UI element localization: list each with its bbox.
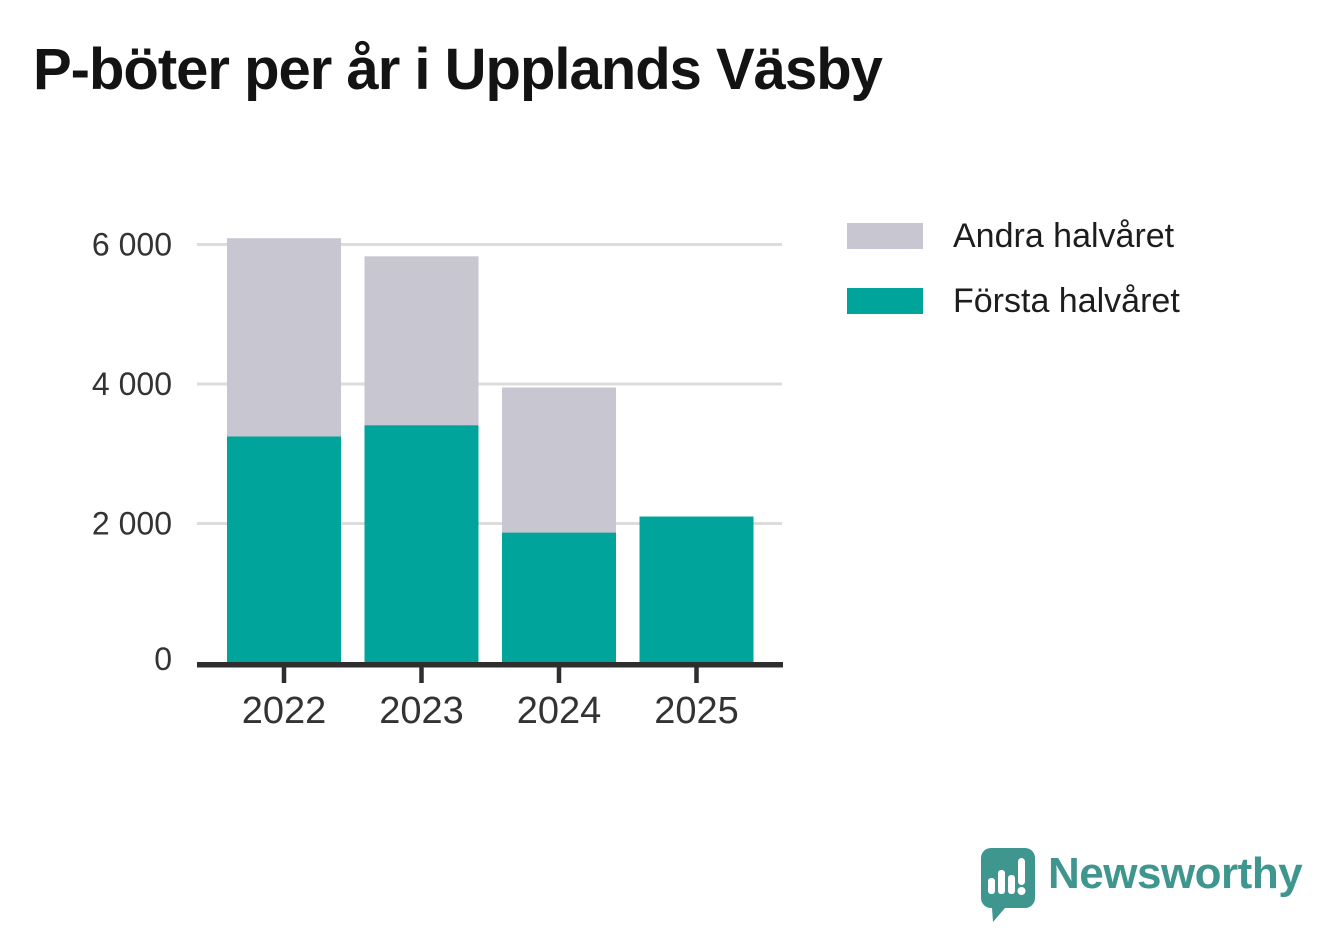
x-tick-label-2023: 2023	[379, 690, 464, 732]
brand-footer: Newsworthy	[975, 845, 1305, 925]
logo-bar-3	[1008, 875, 1015, 894]
bar-2024-andra	[502, 387, 616, 533]
logo-bar-1	[988, 878, 995, 894]
chart-title: P-böter per år i Upplands Väsby	[33, 37, 883, 102]
legend-item-andra-halvaret: Andra halvåret	[847, 219, 1180, 253]
newsworthy-logo-icon	[981, 848, 1035, 922]
chart-legend: Andra halvåret Första halvåret	[847, 219, 1180, 318]
y-tick-label-6000: 6 000	[92, 227, 172, 263]
bar-2022-andra	[227, 238, 341, 437]
y-tick-label-0: 0	[154, 641, 172, 677]
x-tick-label-2022: 2022	[242, 690, 327, 732]
bar-2023-andra	[364, 256, 479, 426]
legend-item-forsta-halvaret: Första halvåret	[847, 284, 1180, 318]
legend-swatch-teal-icon	[847, 288, 923, 314]
legend-label: Andra halvåret	[953, 217, 1175, 255]
x-tick-2022	[281, 667, 287, 683]
x-tick-2025	[694, 667, 699, 683]
legend-swatch-gray-icon	[847, 223, 923, 249]
bar-2024-forsta	[502, 532, 616, 664]
logo-bar-2	[998, 870, 1005, 894]
x-tick-2023	[419, 667, 424, 683]
legend-label: Första halvåret	[953, 282, 1180, 320]
bar-2022-forsta	[227, 436, 341, 664]
logo-exclamation-stem	[1018, 858, 1025, 885]
x-tick-label-2024: 2024	[517, 690, 602, 732]
x-tick-label-2025: 2025	[654, 690, 739, 732]
x-tick-2024	[556, 667, 562, 683]
y-tick-label-2000: 2 000	[92, 506, 172, 542]
logo-exclamation-dot	[1017, 887, 1026, 895]
x-axis-line	[197, 662, 783, 668]
brand-name: Newsworthy	[1048, 849, 1303, 898]
bar-2025-forsta	[639, 516, 754, 664]
bar-2023-forsta	[364, 425, 479, 664]
y-tick-label-4000: 4 000	[92, 366, 172, 402]
